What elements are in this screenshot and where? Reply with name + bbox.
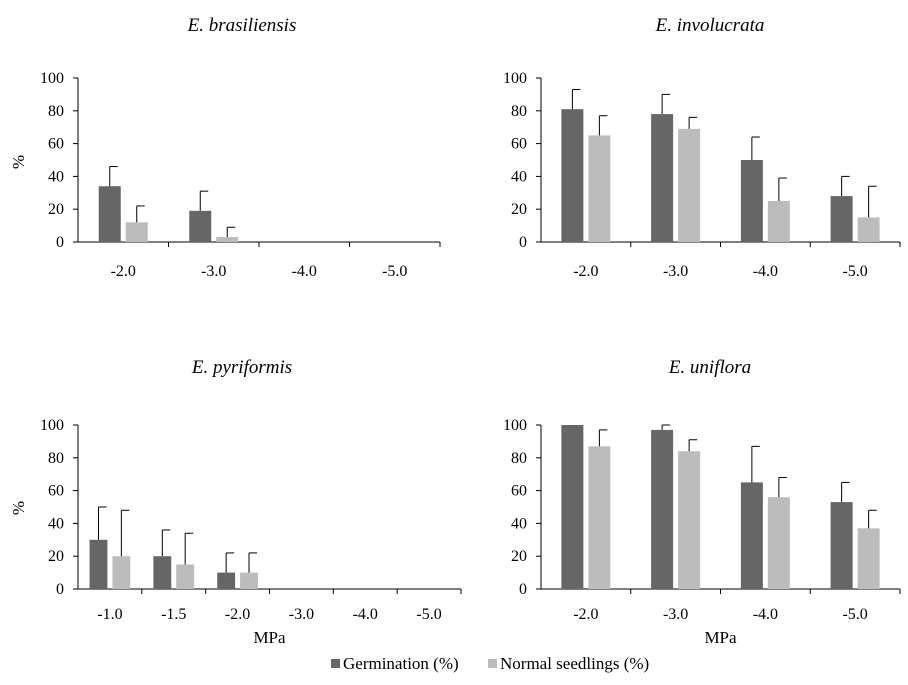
chart1-bar-normal-seedlings bbox=[216, 237, 239, 242]
chart2-x-tick-label: -5.0 bbox=[842, 263, 867, 280]
chart4-y-tick-label: 20 bbox=[511, 548, 527, 565]
chart2-bar-normal-seedlings bbox=[767, 201, 790, 242]
legend-swatch-normal-seedlings bbox=[488, 659, 497, 668]
legend-label-germination: Germination (%) bbox=[343, 654, 459, 673]
chart2-y-tick-label: 20 bbox=[511, 201, 527, 218]
chart1-x-tick-label: -4.0 bbox=[292, 263, 317, 280]
chart2-y-tick-label: 80 bbox=[511, 103, 527, 120]
chart2-y-tick-label: 60 bbox=[511, 136, 527, 153]
chart1-y-tick-label: 80 bbox=[48, 103, 64, 120]
chart1-y-tick-label: 20 bbox=[48, 201, 64, 218]
chart1-x-tick-label: -5.0 bbox=[382, 263, 407, 280]
chart2-y-tick-label: 40 bbox=[511, 168, 527, 185]
chart3-x-tick-label: -4.0 bbox=[353, 606, 378, 623]
chart3-y-tick-label: 0 bbox=[56, 581, 64, 598]
chart3-x-tick-label: -1.5 bbox=[161, 606, 186, 623]
chart3-bar-normal-seedlings bbox=[176, 564, 195, 589]
chart1-title: E. brasiliensis bbox=[187, 15, 297, 36]
chart2-y-tick-label: 100 bbox=[503, 70, 527, 87]
chart1-x-tick-label: -2.0 bbox=[111, 263, 136, 280]
chart1-bar-normal-seedlings bbox=[125, 222, 148, 242]
chart4-bar-germination bbox=[651, 429, 674, 589]
chart1-bar-germination bbox=[189, 210, 212, 242]
chart3-y-tick-label: 80 bbox=[48, 450, 64, 467]
chart3-x-tick-label: -5.0 bbox=[416, 606, 441, 623]
chart2-bar-normal-seedlings bbox=[678, 128, 701, 242]
chart3-y-tick-label: 20 bbox=[48, 548, 64, 565]
chart3-bar-normal-seedlings bbox=[112, 556, 131, 589]
chart4-bar-germination bbox=[830, 502, 853, 589]
chart1-y-tick-label: 60 bbox=[48, 136, 64, 153]
chart2-bar-germination bbox=[830, 196, 853, 242]
chart3-bar-germination bbox=[217, 572, 236, 589]
chart4-bar-normal-seedlings bbox=[857, 528, 880, 589]
chart2-y-tick-label: 0 bbox=[519, 234, 527, 251]
chart4-x-tick-label: -3.0 bbox=[663, 606, 688, 623]
chart3-y-tick-label: 40 bbox=[48, 515, 64, 532]
legend-label-normal-seedlings: Normal seedlings (%) bbox=[500, 654, 649, 673]
chart4-y-tick-label: 100 bbox=[503, 417, 527, 434]
chart2-x-tick-label: -4.0 bbox=[753, 263, 778, 280]
chart4-bar-normal-seedlings bbox=[588, 446, 611, 589]
legend-swatch-germination bbox=[331, 659, 340, 668]
chart4-bar-normal-seedlings bbox=[767, 497, 790, 589]
chart4-bar-normal-seedlings bbox=[678, 451, 701, 589]
chart1-y-axis-label: % bbox=[9, 155, 28, 169]
chart3-x-tick-label: -2.0 bbox=[225, 606, 250, 623]
chart3-y-tick-label: 100 bbox=[40, 417, 64, 434]
chart4-y-tick-label: 80 bbox=[511, 450, 527, 467]
chart4-x-tick-label: -2.0 bbox=[573, 606, 598, 623]
chart2-title: E. involucrata bbox=[655, 15, 765, 36]
chart2-bar-germination bbox=[740, 160, 763, 242]
chart2-x-tick-label: -3.0 bbox=[663, 263, 688, 280]
chart1-bar-germination bbox=[98, 186, 121, 242]
chart4-title: E. uniflora bbox=[668, 357, 751, 378]
chart3-x-tick-label: -3.0 bbox=[289, 606, 314, 623]
chart2-bar-germination bbox=[561, 109, 584, 242]
chart3-bar-germination bbox=[153, 556, 172, 589]
chart1-y-tick-label: 100 bbox=[40, 70, 64, 87]
chart4-bar-germination bbox=[740, 482, 763, 589]
chart3-x-tick-label: -1.0 bbox=[97, 606, 122, 623]
chart4-x-axis-label: MPa bbox=[704, 628, 737, 647]
chart4-bar-germination bbox=[561, 425, 584, 589]
chart4-x-tick-label: -4.0 bbox=[753, 606, 778, 623]
chart2-x-tick-label: -2.0 bbox=[573, 263, 598, 280]
chart4-y-tick-label: 60 bbox=[511, 483, 527, 500]
chart2-bar-normal-seedlings bbox=[857, 217, 880, 242]
chart3-bar-germination bbox=[89, 539, 108, 589]
chart3-title: E. pyriformis bbox=[191, 357, 292, 378]
chart4-x-tick-label: -5.0 bbox=[842, 606, 867, 623]
chart1-x-tick-label: -3.0 bbox=[201, 263, 226, 280]
chart3-y-axis-label: % bbox=[9, 501, 28, 515]
chart4-y-tick-label: 40 bbox=[511, 515, 527, 532]
chart2-bar-germination bbox=[651, 114, 674, 242]
chart1-y-tick-label: 40 bbox=[48, 168, 64, 185]
chart3-x-axis-label: MPa bbox=[253, 628, 286, 647]
chart1-y-tick-label: 0 bbox=[56, 234, 64, 251]
chart4-y-tick-label: 0 bbox=[519, 581, 527, 598]
chart3-y-tick-label: 60 bbox=[48, 483, 64, 500]
chart2-bar-normal-seedlings bbox=[588, 135, 611, 242]
chart3-bar-normal-seedlings bbox=[240, 572, 258, 589]
